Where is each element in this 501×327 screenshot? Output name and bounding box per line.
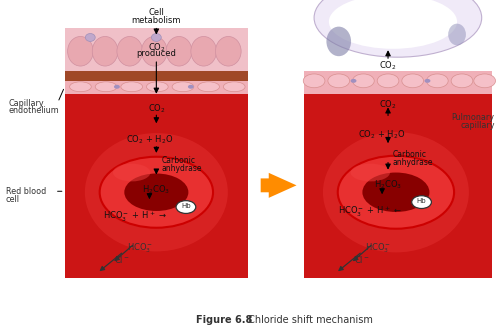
Ellipse shape [215,37,241,66]
Ellipse shape [448,24,466,45]
Ellipse shape [70,82,91,92]
Ellipse shape [323,132,469,252]
Ellipse shape [124,174,188,211]
Ellipse shape [146,82,168,92]
Text: CO$_2$ + H$_2$O: CO$_2$ + H$_2$O [358,128,406,141]
Text: Carbonic: Carbonic [393,150,427,159]
Ellipse shape [402,74,423,88]
Text: H$_2$CO$_3$: H$_2$CO$_3$ [142,183,170,196]
Text: Hb: Hb [417,198,426,204]
Ellipse shape [426,74,448,88]
Ellipse shape [85,133,228,251]
Text: Capillary: Capillary [9,98,44,108]
Text: HCO$_3^-$ + H$^+$ →: HCO$_3^-$ + H$^+$ → [103,210,166,224]
Ellipse shape [223,82,245,92]
Ellipse shape [95,82,117,92]
Ellipse shape [92,37,118,66]
Ellipse shape [338,156,454,229]
Text: Cl$^-$: Cl$^-$ [354,254,369,266]
Text: H$_2$CO$_3$: H$_2$CO$_3$ [374,179,402,191]
Bar [304,0,491,27]
Bar [304,71,491,94]
Text: capillary: capillary [460,121,494,130]
Ellipse shape [474,74,495,88]
Bar [65,81,248,94]
Ellipse shape [117,37,143,66]
Ellipse shape [314,0,481,57]
Text: CO$_2$: CO$_2$ [379,59,397,72]
Ellipse shape [114,85,120,89]
Text: Red blood: Red blood [6,187,46,196]
Bar [65,94,248,278]
Ellipse shape [424,79,430,83]
FancyArrowPatch shape [261,173,297,198]
Text: endothelium: endothelium [9,107,59,115]
Ellipse shape [172,82,194,92]
Ellipse shape [176,201,196,214]
Ellipse shape [377,74,399,88]
Text: HCO$_3^-$: HCO$_3^-$ [127,242,153,255]
Ellipse shape [166,37,192,66]
Text: anhydrase: anhydrase [393,158,433,167]
Ellipse shape [451,74,473,88]
Bar [65,71,248,81]
Text: Chloride shift mechanism: Chloride shift mechanism [245,316,373,325]
Ellipse shape [328,74,350,88]
Bar [65,27,248,89]
Text: Carbonic: Carbonic [161,156,195,165]
Text: cell: cell [6,195,20,204]
Text: CO$_2$: CO$_2$ [147,42,165,54]
Ellipse shape [142,37,167,66]
Bar [304,94,491,278]
Text: produced: produced [136,49,176,58]
Ellipse shape [68,37,93,66]
Ellipse shape [191,37,216,66]
Ellipse shape [151,34,161,42]
Ellipse shape [303,74,325,88]
Ellipse shape [353,74,374,88]
Ellipse shape [327,26,351,56]
Text: Hb: Hb [181,203,191,209]
Text: Cl$^-$: Cl$^-$ [114,254,130,266]
Ellipse shape [100,157,213,228]
Ellipse shape [362,173,429,212]
Text: metabolism: metabolism [132,16,181,25]
Ellipse shape [198,82,219,92]
Ellipse shape [113,164,150,181]
Text: Cell: Cell [148,8,164,17]
Text: anhydrase: anhydrase [161,164,202,173]
Ellipse shape [188,85,194,89]
Ellipse shape [329,0,457,49]
Ellipse shape [121,82,143,92]
Ellipse shape [351,79,357,83]
Text: CO$_2$: CO$_2$ [147,103,165,115]
Ellipse shape [412,196,431,209]
Text: Figure 6.8: Figure 6.8 [196,316,252,325]
Bar [65,27,248,71]
Text: Pulmonary: Pulmonary [451,113,494,122]
Text: CO$_2$: CO$_2$ [379,98,397,111]
Text: HCO$_3^-$: HCO$_3^-$ [365,242,392,255]
Text: CO$_2$ + H$_2$O: CO$_2$ + H$_2$O [126,133,173,146]
Ellipse shape [85,34,95,42]
Text: HCO$_3^-$ + H$^+$ ←: HCO$_3^-$ + H$^+$ ← [339,205,402,219]
Ellipse shape [351,164,390,181]
